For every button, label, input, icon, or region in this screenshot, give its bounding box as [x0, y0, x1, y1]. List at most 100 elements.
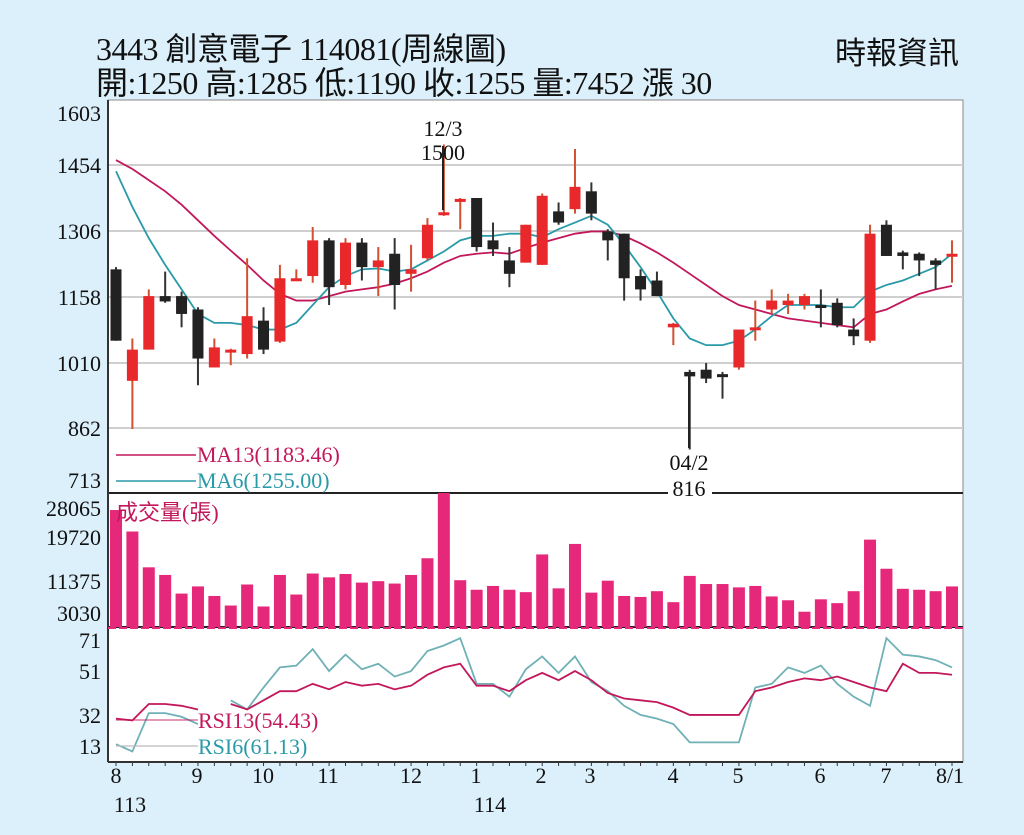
volume-bar [667, 602, 680, 627]
volume-bar [241, 584, 254, 627]
ma-legend: MA13(1183.46) MA6(1255.00) [116, 442, 340, 493]
candle [356, 238, 368, 281]
volume-title: 成交量(張) [116, 500, 219, 525]
candle [585, 182, 597, 221]
volume-bar [880, 568, 893, 627]
volume-bar [421, 558, 434, 627]
y-tick: 3030 [57, 601, 101, 626]
candle [798, 293, 810, 310]
volume-bar [339, 574, 352, 627]
volume-bar [405, 574, 418, 627]
high-annotation: 12/3 1500 [421, 116, 465, 210]
x-tick-label: 8/1 [936, 763, 964, 788]
candle [815, 289, 827, 328]
candle [897, 250, 909, 270]
candle [143, 289, 155, 350]
y-tick: 13 [79, 734, 101, 759]
y-tick: 32 [79, 703, 101, 728]
high-annotation-date: 12/3 [423, 116, 462, 141]
y-tick: 1158 [58, 285, 101, 310]
x-tick-label: 5 [733, 763, 744, 788]
y-tick: 862 [68, 416, 101, 441]
candle [946, 240, 958, 283]
x-tick-label: 9 [192, 763, 203, 788]
x-axis-ticks [108, 627, 963, 766]
candle [553, 202, 565, 225]
volume-bar [716, 584, 729, 627]
volume-bar [208, 595, 221, 627]
volume-bar [601, 580, 614, 627]
candle [290, 269, 302, 282]
volume-bar [290, 594, 303, 627]
volume-bar [224, 605, 237, 627]
candle [307, 226, 319, 283]
volume-bar [650, 591, 663, 627]
volume-bar [159, 574, 172, 627]
candle [225, 348, 237, 366]
candle [651, 271, 663, 297]
volume-y-axis: 28065 19720 11375 3030 [46, 496, 101, 626]
candle [159, 271, 171, 303]
x-tick-label: 2 [536, 763, 547, 788]
candle [864, 224, 876, 343]
volume-bar [323, 577, 336, 627]
candle [126, 338, 138, 429]
ma13-line [115, 159, 953, 329]
x-tick-label: 4 [668, 763, 679, 788]
volume-bar [765, 596, 778, 627]
candle [733, 329, 745, 370]
volume-bar [355, 582, 368, 627]
x-tick-label: 7 [881, 763, 892, 788]
volume-bar [814, 599, 827, 627]
candle [520, 224, 532, 263]
candle [323, 238, 335, 306]
low-annotation: 04/2 816 [668, 372, 712, 501]
volume-bar [732, 587, 745, 627]
candle [569, 148, 581, 214]
candle [389, 238, 401, 310]
volume-bar [519, 592, 532, 627]
y-tick: 1010 [57, 351, 101, 376]
candle [880, 220, 892, 256]
ma6-legend: MA6(1255.00) [197, 468, 330, 493]
candle [602, 229, 614, 261]
rsi6-legend: RSI6(61.13) [198, 734, 307, 759]
candle [258, 307, 270, 355]
y-tick: 51 [79, 659, 101, 684]
candlesticks [110, 144, 958, 450]
candle [618, 233, 630, 301]
volume-bar [864, 539, 877, 627]
volume-bar [749, 585, 762, 627]
candle [503, 247, 515, 288]
rsi-legend: RSI13(54.43) RSI6(61.13) [116, 708, 318, 759]
x-tick-label: 6 [815, 763, 826, 788]
candle [274, 264, 286, 343]
x-tick-label: 1 [471, 763, 482, 788]
candle [930, 258, 942, 290]
y-tick: 11375 [47, 569, 101, 594]
volume-bar [585, 592, 598, 627]
volume-bar [847, 591, 860, 627]
price-y-axis: 1603 1454 1306 1158 1010 862 713 [57, 101, 101, 493]
candle [831, 298, 843, 328]
volume-bar [454, 580, 467, 627]
y-tick: 28065 [46, 496, 101, 521]
volume-bar [946, 586, 958, 627]
candle [717, 371, 729, 399]
volume-bar [470, 589, 483, 627]
volume-bar [388, 583, 401, 627]
volume-bar [175, 593, 188, 627]
rsi13-legend: RSI13(54.43) [198, 708, 318, 733]
low-annotation-value: 816 [673, 476, 706, 501]
low-annotation-date: 04/2 [669, 450, 708, 475]
x-tick-label: 11 [317, 763, 338, 788]
volume-bar [798, 611, 811, 627]
rsi-y-axis: 71 51 32 13 [79, 628, 101, 759]
volume-bar [503, 589, 516, 627]
volume-bar [191, 586, 204, 627]
candle [192, 307, 204, 386]
candle [454, 198, 466, 230]
candle [766, 289, 778, 314]
volume-bar [683, 575, 696, 627]
